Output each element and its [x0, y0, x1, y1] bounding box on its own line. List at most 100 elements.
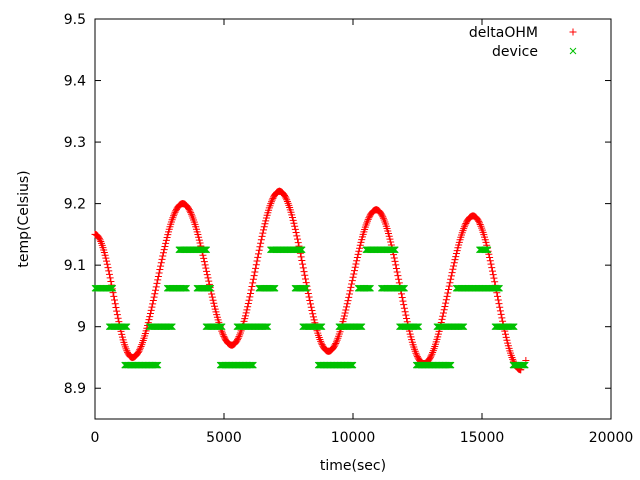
data-point-deltaohm: [356, 244, 364, 252]
data-point-deltaohm: [161, 242, 169, 250]
data-point-deltaohm: [156, 266, 164, 274]
data-point-device: [316, 323, 324, 331]
data-point-device: [153, 361, 161, 369]
data-point-deltaohm: [185, 206, 193, 214]
data-point-device: [389, 246, 397, 254]
data-point-deltaohm: [218, 329, 226, 337]
x-tick-label: 15000: [460, 430, 505, 446]
data-point-deltaohm: [196, 239, 204, 247]
data-point-deltaohm: [219, 331, 227, 339]
data-point-deltaohm: [489, 271, 497, 279]
data-point-deltaohm: [364, 215, 372, 223]
data-point-device: [122, 323, 129, 331]
data-point-deltaohm: [254, 253, 262, 261]
data-point-device: [317, 323, 324, 331]
data-point-deltaohm: [136, 344, 144, 352]
data-point-deltaohm: [442, 299, 450, 307]
data-point-deltaohm: [386, 235, 394, 243]
data-point-deltaohm: [136, 346, 144, 354]
data-point-deltaohm: [309, 313, 317, 321]
data-point-device: [483, 246, 490, 254]
data-point-deltaohm: [146, 310, 154, 318]
data-point-device: [444, 361, 452, 369]
data-point-deltaohm: [491, 278, 499, 286]
data-point-device: [457, 323, 465, 331]
data-point-deltaohm: [299, 260, 307, 268]
data-point-deltaohm: [348, 277, 356, 285]
data-point-device: [459, 323, 466, 331]
data-point-deltaohm: [147, 306, 155, 314]
data-point-device: [521, 361, 529, 369]
data-point-deltaohm: [151, 290, 159, 298]
data-point-deltaohm: [356, 241, 364, 249]
x-tick-label: 0: [91, 430, 100, 446]
data-point-deltaohm: [453, 247, 461, 255]
data-point-device: [358, 323, 366, 331]
data-point-device: [495, 284, 503, 292]
data-point-deltaohm: [247, 286, 255, 294]
data-point-deltaohm: [102, 254, 110, 262]
data-point-device: [445, 361, 453, 369]
data-point-device: [206, 284, 214, 292]
data-point-deltaohm: [107, 278, 115, 286]
data-point-device: [493, 284, 500, 292]
y-tick-label: 8.9: [64, 381, 86, 397]
data-point-deltaohm: [399, 297, 407, 305]
data-point-device: [510, 323, 518, 331]
data-point-deltaohm: [486, 257, 494, 265]
data-point-deltaohm: [106, 274, 114, 282]
data-point-deltaohm: [293, 232, 301, 240]
data-point-deltaohm: [157, 262, 165, 270]
data-point-deltaohm: [443, 292, 451, 300]
data-point-deltaohm: [494, 292, 502, 300]
data-point-device: [317, 323, 325, 331]
data-point-deltaohm: [255, 246, 263, 254]
data-point-deltaohm: [203, 271, 211, 279]
data-point-deltaohm: [245, 296, 253, 304]
x-tick-label: 20000: [589, 430, 634, 446]
data-point-deltaohm: [246, 293, 254, 301]
data-point-device: [510, 323, 517, 331]
data-point-deltaohm: [241, 312, 249, 320]
data-point-device: [183, 284, 190, 292]
data-point-deltaohm: [494, 296, 502, 304]
data-point-deltaohm: [234, 334, 242, 342]
data-point-deltaohm: [343, 300, 351, 308]
data-point-deltaohm: [249, 275, 257, 283]
data-point-deltaohm: [451, 256, 459, 264]
data-point-deltaohm: [252, 264, 260, 272]
data-point-device: [446, 361, 453, 369]
data-point-deltaohm: [291, 225, 299, 233]
data-point-device: [207, 284, 215, 292]
data-point-device: [356, 323, 364, 331]
data-point-device: [271, 284, 279, 292]
data-point-deltaohm: [400, 301, 408, 309]
data-point-deltaohm: [268, 196, 276, 204]
data-point-deltaohm: [252, 261, 260, 269]
data-point-deltaohm: [154, 276, 162, 284]
data-point-device: [355, 323, 363, 331]
data-point-device: [413, 323, 421, 331]
data-point-deltaohm: [158, 255, 166, 263]
data-point-deltaohm: [317, 339, 325, 347]
data-point-device: [106, 284, 114, 292]
data-point-device: [167, 323, 175, 331]
data-point-deltaohm: [210, 299, 218, 307]
data-point-device: [122, 323, 130, 331]
data-point-deltaohm: [113, 307, 121, 315]
data-point-deltaohm: [428, 350, 436, 358]
data-point-deltaohm: [104, 264, 112, 272]
data-point-deltaohm: [267, 198, 275, 206]
data-point-device: [268, 284, 276, 292]
data-point-deltaohm: [444, 289, 452, 297]
data-point-deltaohm: [208, 290, 216, 298]
data-point-deltaohm: [391, 257, 399, 265]
data-point-deltaohm: [342, 306, 350, 314]
data-point-device: [447, 361, 455, 369]
data-point-device: [364, 284, 372, 292]
y-tick-label: 9.3: [64, 135, 86, 151]
data-point-device: [218, 323, 226, 331]
data-point-deltaohm: [208, 293, 216, 301]
data-point-deltaohm: [353, 257, 361, 265]
data-point-deltaohm: [475, 219, 483, 227]
